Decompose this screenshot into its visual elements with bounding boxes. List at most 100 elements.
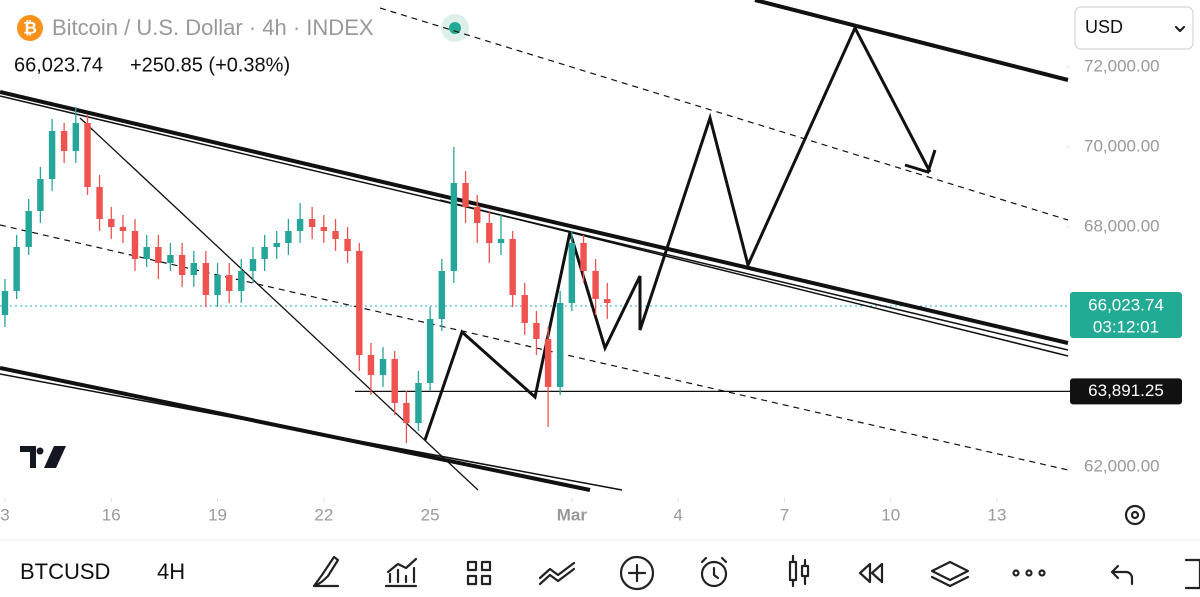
candle-body: [13, 247, 20, 291]
candle-body: [356, 251, 363, 355]
candle-body: [580, 243, 587, 271]
countdown-label: 03:12:01: [1093, 318, 1159, 337]
candle-body: [226, 275, 233, 291]
candle-body: [486, 223, 493, 243]
x-tick-label: Mar: [557, 505, 588, 524]
coin-icon: [17, 15, 43, 41]
candle-body: [403, 403, 410, 423]
candle-body: [131, 231, 139, 259]
settings-button[interactable]: [1124, 504, 1146, 526]
more-button[interactable]: [1025, 569, 1033, 577]
x-tick-label: 19: [208, 505, 227, 524]
candle-body: [509, 239, 516, 295]
alert-button[interactable]: [700, 560, 728, 588]
x-tick-label: 7: [780, 505, 789, 524]
candle-body: [249, 259, 257, 271]
candle-body: [48, 131, 56, 179]
undo-button[interactable]: [1110, 564, 1134, 586]
more-button[interactable]: [1012, 569, 1020, 577]
level-label: 63,891.25: [1088, 381, 1164, 400]
level-badge: [1070, 378, 1182, 405]
last-price-badge: [1070, 292, 1182, 339]
candle-body: [119, 227, 127, 231]
layout-button[interactable]: [466, 560, 492, 586]
candle-body: [533, 323, 540, 339]
candle-body: [474, 207, 481, 223]
symbol-title[interactable]: Bitcoin / U.S. Dollar · 4h · INDEX: [52, 15, 374, 40]
candle-body: [84, 123, 91, 187]
candle-body: [143, 247, 150, 259]
y-tick-label: 68,000.00: [1084, 216, 1160, 235]
compare-button[interactable]: [538, 561, 576, 586]
candle-body: [604, 299, 611, 303]
add-button[interactable]: [619, 555, 655, 591]
drawings: [0, 0, 1069, 492]
candle-body: [273, 243, 280, 247]
candle-body: [556, 303, 564, 387]
x-tick-label: 10: [881, 505, 900, 524]
last-price-label: 66,023.74: [1088, 296, 1164, 315]
candle-body: [344, 239, 351, 251]
candle-body: [190, 263, 198, 275]
quote-price: 66,023.74: [14, 54, 103, 76]
replay-button[interactable]: [858, 562, 884, 584]
x-tick-label: 22: [314, 505, 333, 524]
channel-line: [439, 199, 1069, 357]
candle-body: [238, 271, 245, 291]
x-tick-label: 4: [673, 505, 682, 524]
channel-line: [0, 90, 1069, 345]
x-tick-label: 13: [988, 505, 1007, 524]
candle-body: [167, 255, 174, 263]
candle-body: [96, 187, 103, 219]
currency-label: USD: [1085, 17, 1123, 37]
currency-select[interactable]: [1074, 6, 1194, 50]
candle-body: [72, 123, 80, 151]
y-tick-label: 62,000.00: [1084, 456, 1160, 475]
channel-line: [0, 373, 623, 491]
alert-icon: [700, 556, 728, 580]
candle-body: [155, 247, 162, 263]
x-tick-label: 16: [102, 505, 121, 524]
candle-body: [391, 359, 398, 403]
channel-line: [754, 0, 1069, 82]
candle-body: [367, 355, 375, 375]
candle-body: [25, 211, 32, 247]
candle-body: [438, 271, 446, 319]
candle-body: [108, 219, 115, 227]
candle-body: [37, 179, 44, 211]
y-tick-label: 70,000.00: [1084, 136, 1160, 155]
candle-body: [592, 271, 599, 299]
dashed-channel-line: [0, 224, 1069, 471]
add-icon: [627, 563, 647, 583]
candle-body: [544, 339, 552, 387]
candle-body: [308, 219, 316, 227]
candle-body: [214, 275, 221, 295]
dropdown-caret: [1174, 25, 1186, 33]
tradingview-logo: [20, 446, 66, 468]
draw-tool[interactable]: [312, 555, 340, 588]
side-panel-button[interactable]: [1184, 558, 1200, 590]
candle-body: [1, 291, 9, 315]
projection-path: [423, 24, 932, 441]
candle-body: [332, 231, 339, 239]
y-tick-label: 72,000.00: [1084, 56, 1160, 75]
candle-body: [379, 359, 387, 375]
candle-body: [60, 131, 68, 151]
candle-body: [320, 227, 328, 231]
status-dot: [449, 22, 461, 34]
symbol-button[interactable]: BTCUSD: [20, 559, 110, 584]
more-button[interactable]: [1038, 569, 1046, 577]
candle-body: [285, 231, 292, 243]
candle-body: [415, 383, 422, 423]
settings-icon: [1130, 510, 1140, 520]
layers-button[interactable]: [930, 560, 970, 588]
chart-type-button[interactable]: [788, 554, 810, 588]
trend-line: [79, 117, 479, 491]
candle-body: [426, 319, 434, 383]
dashed-channel-line: [379, 7, 1069, 221]
indicators-button[interactable]: [384, 557, 418, 588]
interval-button[interactable]: 4H: [157, 559, 185, 584]
candle-body: [497, 239, 505, 243]
candle-body: [450, 183, 458, 271]
